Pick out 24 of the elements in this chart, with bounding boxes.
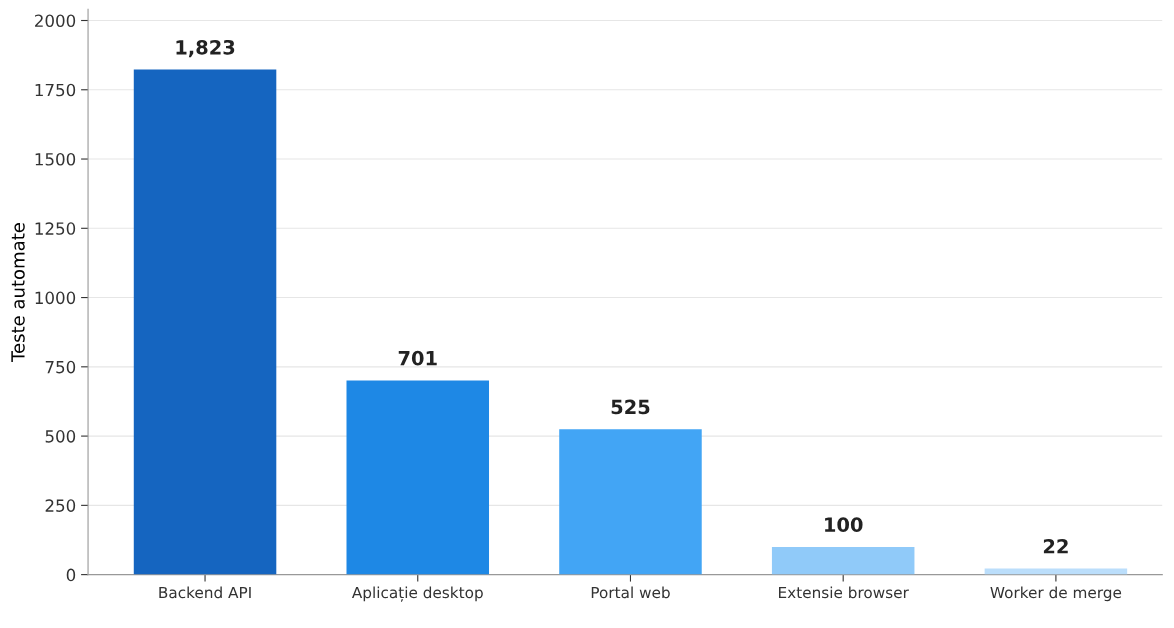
data-label: 100 [825,517,863,533]
data-label: 525 [611,399,650,415]
x-tick-label: Worker de merge [990,586,1122,602]
bar [559,429,702,575]
y-tick-label: 1500 [35,152,76,166]
x-tick-label: Backend API [159,586,251,599]
bar [346,380,490,575]
y-tick-label: 750 [45,360,76,374]
y-tick-label: 500 [45,430,76,443]
data-label: 701 [398,350,437,366]
y-tick-label: 0 [66,568,76,582]
y-tick-label: 250 [45,499,76,512]
x-tick-label: Portal web [591,586,670,599]
data-label: 22 [1043,538,1068,554]
y-tick-label: 1250 [35,222,76,235]
y-tick-label: 1750 [35,83,76,97]
x-tick-label: Aplicație desktop [351,586,483,602]
bar [771,546,915,575]
bar [133,69,277,575]
data-label: 1,823 [176,39,235,58]
x-tick-label: Extensie browser [779,586,909,599]
y-tick-label: 1000 [35,291,76,305]
y-tick-label: 2000 [35,14,76,28]
y-axis-title: Teste automate [11,223,25,363]
